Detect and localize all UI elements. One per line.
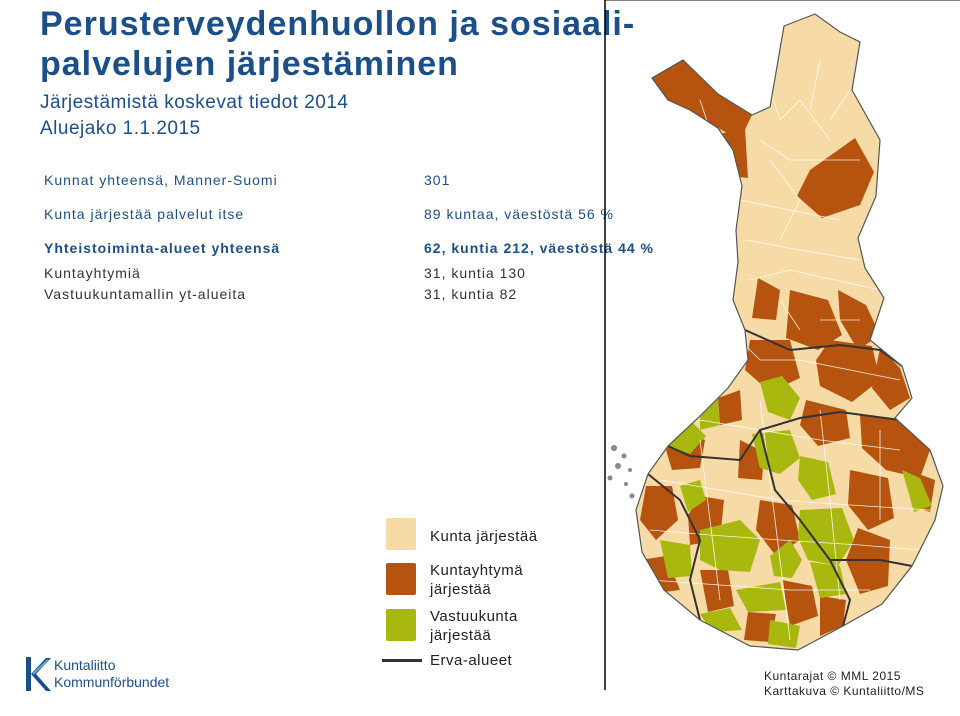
stat-value-cooperation: 62, kuntia 212, väestöstä 44 %	[424, 240, 654, 256]
map-credits: Kuntarajat © MML 2015 Karttakuva © Kunta…	[764, 669, 924, 699]
legend-swatch-vastuukunta	[386, 609, 416, 641]
erva-borders	[647, 329, 913, 627]
logo-text: Kuntaliitto Kommunförbundet	[54, 657, 169, 691]
archipelago-dots	[607, 445, 635, 499]
title-line-1: Perusterveydenhuollon ja sosiaali-	[40, 5, 636, 43]
stat-label-total: Kunnat yhteensä, Manner-Suomi	[44, 172, 278, 188]
kuntaliitto-logo-mark	[26, 657, 51, 691]
credits-line-2: Karttakuva © Kuntaliitto/MS	[764, 684, 925, 698]
logo-text-line1: Kuntaliitto	[54, 657, 116, 673]
legend-label-kuntayhtyma-line1: Kuntayhtymä	[430, 562, 524, 579]
legend-label-kuntayhtyma-line2: järjestää	[430, 581, 492, 598]
kuntaliitto-logo: Kuntaliitto Kommunförbundet	[24, 655, 194, 695]
credits-line-1: Kuntarajat © MML 2015	[764, 669, 901, 683]
page-title: Perusterveydenhuollon ja sosiaali- palve…	[40, 4, 635, 84]
map-regions	[636, 14, 943, 650]
legend-label-kuntayhtyma: Kuntayhtymä järjestää	[430, 561, 523, 599]
finland-outline	[635, 13, 944, 651]
legend-label-erva: Erva-alueet	[430, 652, 513, 669]
region-brown	[640, 60, 935, 642]
legend-label-vastuukunta: Vastuukunta järjestää	[430, 607, 518, 645]
subtitle-line-2: Aluejako 1.1.2015	[40, 118, 201, 139]
legend-swatch-kunta	[386, 518, 416, 550]
map-frame-lines	[604, 0, 960, 690]
stat-value-self: 89 kuntaa, väestöstä 56 %	[424, 206, 614, 222]
legend-label-vastuukunta-line1: Vastuukunta	[430, 608, 518, 625]
municipality-borders	[649, 59, 931, 641]
stat-label-self: Kunta järjestää palvelut itse	[44, 206, 245, 222]
stat-value-vastuukunta: 31, kuntia 82	[424, 286, 518, 302]
legend-erva-line	[382, 659, 422, 662]
stat-label-kuntayhtymia: Kuntayhtymiä	[44, 265, 141, 281]
stat-label-cooperation: Yhteistoiminta-alueet yhteensä	[44, 240, 281, 256]
title-line-2: palvelujen järjestäminen	[40, 45, 459, 83]
stat-value-total: 301	[424, 172, 451, 188]
stat-label-vastuukunta: Vastuukuntamallin yt-alueita	[44, 286, 247, 302]
logo-text-line2: Kommunförbundet	[54, 674, 170, 690]
legend-label-vastuukunta-line2: järjestää	[430, 627, 492, 644]
subtitle-line-1: Järjestämistä koskevat tiedot 2014	[40, 92, 349, 113]
stat-value-kuntayhtymia: 31, kuntia 130	[424, 265, 526, 281]
region-green	[660, 376, 932, 648]
legend-swatch-kuntayhtyma	[386, 563, 416, 595]
legend-label-kunta: Kunta järjestää	[430, 528, 538, 545]
